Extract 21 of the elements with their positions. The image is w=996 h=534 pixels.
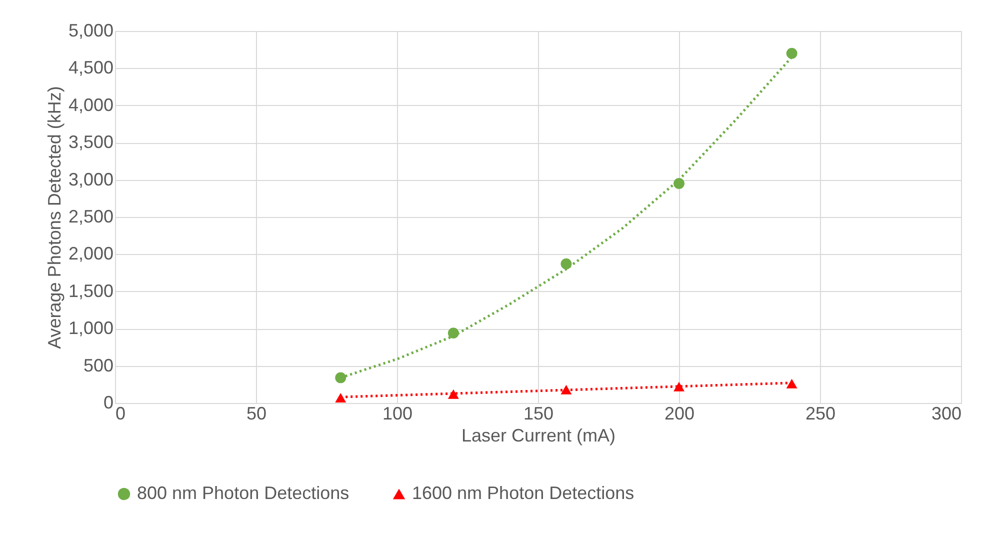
x-tick-label: 150	[523, 404, 554, 424]
y-tick-label: 4,500	[68, 58, 114, 78]
x-tick-label: 100	[382, 404, 413, 424]
y-tick-label: 500	[83, 355, 114, 376]
x-tick-label: 300	[931, 404, 962, 424]
y-tick-label: 3,500	[68, 132, 114, 152]
y-axis-title: Average Photons Detected (kHz)	[44, 86, 64, 349]
y-tick-label: 4,000	[68, 94, 114, 115]
y-tick-label: 5,000	[68, 20, 114, 40]
x-tick-label: 0	[116, 404, 126, 424]
legend-label: 800 nm Photon Detections	[137, 483, 350, 503]
x-tick-label: 200	[664, 404, 695, 424]
y-tick-label: 3,000	[68, 169, 114, 190]
y-tick-label: 2,000	[68, 244, 114, 264]
y-tick-label: 2,500	[68, 206, 114, 226]
y-tick-label: 1,000	[68, 318, 114, 338]
y-tick-label: 1,500	[68, 280, 114, 301]
x-tick-label: 250	[805, 404, 836, 424]
x-tick-label: 50	[246, 404, 267, 424]
legend-label: 1600 nm Photon Detections	[412, 483, 634, 503]
x-axis-title: Laser Current (mA)	[461, 426, 616, 446]
